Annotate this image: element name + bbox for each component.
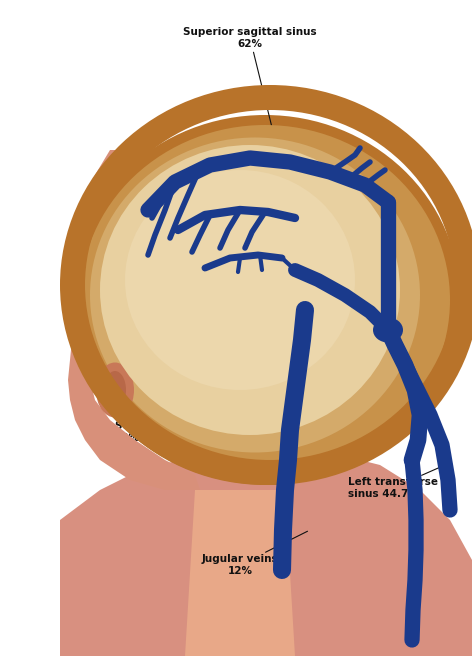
Text: Right transverse
sinus 41.2%: Right transverse sinus 41.2% [340, 329, 438, 398]
Ellipse shape [125, 170, 355, 390]
Polygon shape [60, 450, 472, 656]
Ellipse shape [70, 115, 460, 485]
Ellipse shape [90, 138, 420, 453]
Ellipse shape [100, 145, 400, 435]
Text: Cortical veins
17%: Cortical veins 17% [118, 237, 198, 306]
Text: Inferior sagittal sinus
11%: Inferior sagittal sinus 11% [100, 218, 227, 353]
Text: Superior sagittal sinus
62%: Superior sagittal sinus 62% [183, 27, 317, 157]
Ellipse shape [373, 318, 403, 342]
Ellipse shape [80, 125, 450, 475]
Text: Straight sinus
18%: Straight sinus 18% [115, 287, 316, 443]
Text: Jugular veins
12%: Jugular veins 12% [202, 531, 308, 576]
Text: Internal cerebral vein: Internal cerebral vein [98, 262, 234, 393]
Text: Left transverse
sinus 44.7%: Left transverse sinus 44.7% [348, 466, 442, 499]
Ellipse shape [96, 363, 134, 417]
Polygon shape [185, 490, 295, 656]
Ellipse shape [104, 371, 126, 409]
Polygon shape [68, 150, 200, 490]
